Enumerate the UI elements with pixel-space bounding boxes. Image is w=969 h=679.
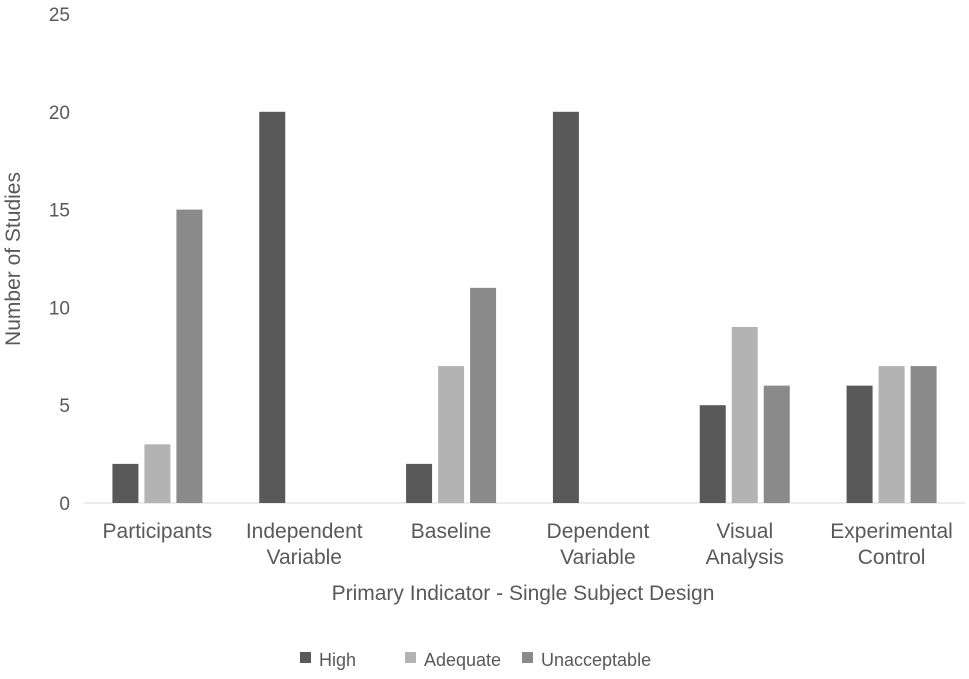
bar-high-1 (259, 111, 286, 504)
y-tick-label: 20 (49, 103, 70, 124)
x-category-label: Baseline (411, 520, 492, 543)
x-category-label: Dependent (547, 520, 650, 543)
y-tick-label: 0 (59, 494, 70, 515)
x-category-label: Independent (246, 520, 363, 543)
x-category-label: Variable (267, 546, 343, 569)
legend-label-high: High (319, 650, 356, 670)
x-category-label: Analysis (706, 546, 784, 569)
x-axis-categories: Participants Independent Variable Baseline D… (103, 520, 953, 569)
bar-unacceptable-5 (910, 366, 937, 503)
bar-adequate-4 (731, 326, 758, 503)
x-category-label: Visual (716, 520, 773, 543)
x-category-label: Participants (103, 520, 213, 543)
bar-unacceptable-4 (763, 385, 790, 503)
legend-swatch-adequate (405, 652, 416, 663)
bar-high-3 (552, 111, 579, 504)
bar-high-0 (112, 463, 139, 503)
legend-swatch-high (300, 652, 311, 663)
bar-adequate-5 (878, 366, 905, 503)
legend-label-unacceptable: Unacceptable (541, 650, 651, 670)
bar-high-4 (699, 405, 726, 503)
y-tick-label: 10 (49, 298, 70, 319)
y-axis-title: Number of Studies (2, 172, 25, 346)
x-category-label: Experimental (830, 520, 953, 543)
legend-label-adequate: Adequate (424, 650, 501, 670)
bar-high-5 (846, 385, 873, 503)
x-axis-title: Primary Indicator - Single Subject Desig… (332, 582, 715, 605)
legend-swatch-unacceptable (522, 652, 533, 663)
x-category-label: Variable (560, 546, 636, 569)
x-category-label: Control (858, 546, 926, 569)
y-tick-label: 25 (49, 5, 70, 26)
bar-adequate-2 (438, 366, 465, 503)
y-axis-ticks: 0 5 10 15 20 25 (49, 5, 70, 515)
bar-unacceptable-0 (176, 209, 203, 503)
legend: High Adequate Unacceptable (300, 650, 651, 670)
y-tick-label: 15 (49, 201, 70, 222)
bar-adequate-0 (144, 444, 171, 503)
bar-high-2 (406, 463, 433, 503)
y-tick-label: 5 (59, 396, 70, 417)
bars (112, 111, 937, 504)
bar-unacceptable-2 (470, 287, 497, 503)
